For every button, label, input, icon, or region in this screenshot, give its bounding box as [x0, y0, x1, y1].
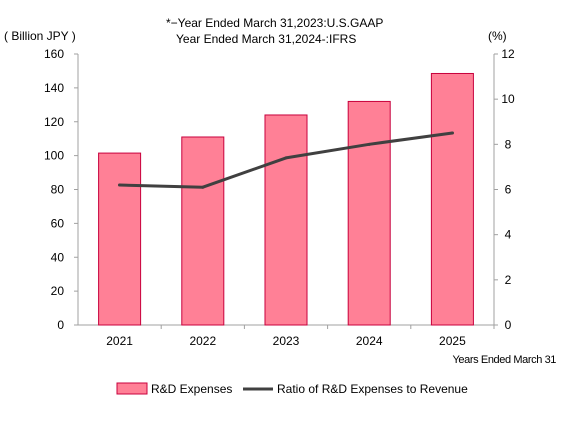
x-tick-label-2022: 2022	[189, 334, 216, 348]
ratio-point-2024	[367, 142, 371, 146]
accounting-note-line1: *−Year Ended March 31,2023:U.S.GAAP	[166, 16, 384, 30]
legend-bar-label: R&D Expenses	[151, 382, 232, 396]
left-tick-label: 100	[44, 149, 64, 163]
left-tick-label: 120	[44, 115, 64, 129]
right-tick-label: 8	[505, 137, 512, 151]
left-tick-label: 0	[57, 318, 64, 332]
ratio-point-2022	[201, 185, 205, 189]
x-tick-label-2024: 2024	[356, 334, 383, 348]
x-tick-label-2023: 2023	[273, 334, 300, 348]
right-tick-label: 10	[501, 92, 515, 106]
left-tick-label: 20	[51, 284, 65, 298]
right-tick-label: 6	[505, 183, 512, 197]
x-axis-label: Years Ended March 31	[453, 354, 557, 366]
bar-2025	[430, 72, 474, 326]
left-axis-label: ( Billion JPY )	[4, 29, 76, 43]
right-tick-label: 0	[505, 318, 512, 332]
ratio-point-2023	[284, 156, 288, 160]
ratio-point-2021	[118, 183, 122, 187]
accounting-note-line2: Year Ended March 31,2024-:IFRS	[176, 32, 357, 46]
ratio-point-2025	[450, 131, 454, 135]
legend-line-label: Ratio of R&D Expenses to Revenue	[277, 382, 468, 396]
x-tick-label-2021: 2021	[106, 334, 133, 348]
bar-2024	[347, 100, 391, 326]
right-tick-label: 12	[501, 47, 515, 61]
left-tick-label: 60	[51, 216, 65, 230]
bar-2022	[181, 136, 225, 326]
plot-area: 0 20 40 60 80 100 120 140 160 0 2 4 6 8 10 12 2021 2022 20…	[44, 47, 515, 348]
right-axis-label: (%)	[488, 29, 507, 43]
left-tick-label: 160	[44, 47, 64, 61]
left-tick-label: 80	[51, 183, 65, 197]
bar-2021	[98, 152, 142, 326]
bar-2023	[264, 114, 308, 326]
right-tick-label: 2	[505, 273, 512, 287]
left-tick-label: 140	[44, 81, 64, 95]
legend: R&D Expenses Ratio of R&D Expenses to Re…	[116, 382, 468, 396]
right-tick-label: 4	[505, 228, 512, 242]
x-tick-label-2025: 2025	[439, 334, 466, 348]
legend-bar-swatch	[116, 382, 148, 395]
left-tick-label: 40	[51, 250, 65, 264]
